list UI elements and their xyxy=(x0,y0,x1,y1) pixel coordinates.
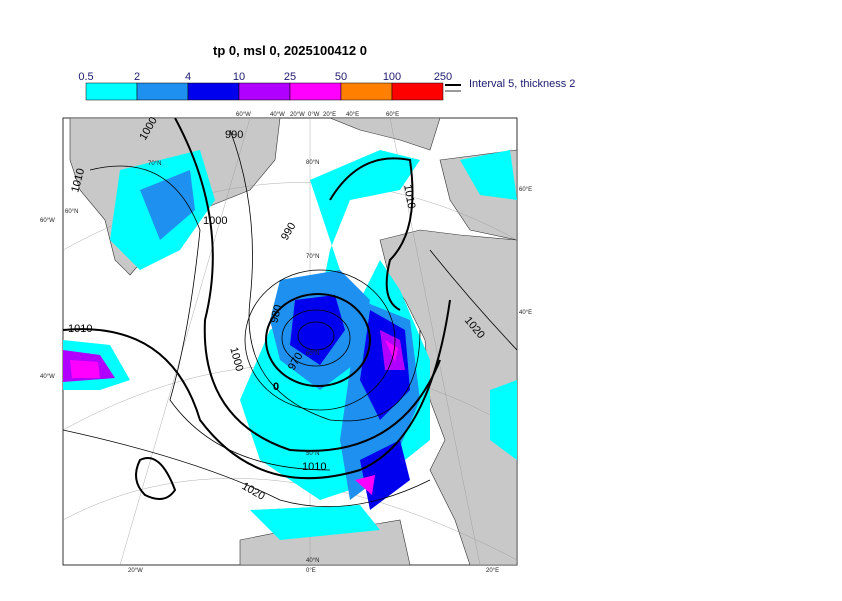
colorbar-swatch xyxy=(85,82,138,101)
contour-label: 980 xyxy=(268,304,284,325)
colorbar: 0.5 2 4 10 25 50 100 250 xyxy=(78,71,452,101)
title: tp 0, msl 0, 2025100412 0 xyxy=(213,43,367,58)
colorbar-tick-label: 4 xyxy=(185,71,191,83)
lon-label: 0°W xyxy=(308,112,320,118)
colorbar-swatch xyxy=(340,82,393,101)
arctic-land xyxy=(329,118,441,151)
lon-label: 60°W xyxy=(40,218,55,224)
colorbar-swatch xyxy=(391,82,444,101)
lon-label: 40°E xyxy=(519,310,532,316)
colorbar-swatch xyxy=(187,82,240,101)
contour-label: 0 xyxy=(273,381,279,393)
lon-label: 60°E xyxy=(519,187,532,193)
contour-label: 990 xyxy=(225,129,243,141)
colorbar-swatch xyxy=(238,82,291,101)
colorbar-tick-label: 0.5 xyxy=(78,71,93,83)
lon-label: 60°E xyxy=(386,112,399,118)
lat-label: 40°N xyxy=(306,558,319,564)
contour-label: 1000 xyxy=(203,215,227,227)
europe xyxy=(379,229,517,565)
lat-label: 70°N xyxy=(306,254,319,260)
lon-label: 40°W xyxy=(270,112,285,118)
lat-label: 80°N xyxy=(306,160,319,166)
contour-label: 1010 xyxy=(68,323,92,335)
lon-label: 40°E xyxy=(346,112,359,118)
colorbar-tick-label: 10 xyxy=(233,71,245,83)
colorbar-tick-label: 250 xyxy=(434,71,452,83)
map xyxy=(63,118,517,565)
lat-label: 60°N xyxy=(65,209,78,215)
lon-label: 60°W xyxy=(236,112,251,118)
lon-label: 20°W xyxy=(290,112,305,118)
colorbar-tick-label: 2 xyxy=(134,71,140,83)
lat-label: 70°N xyxy=(148,161,161,167)
lon-label: 20°W xyxy=(128,568,143,574)
contour-label: 1010 xyxy=(302,461,326,473)
lat-label: 60°N xyxy=(306,351,319,357)
colorbar-tick-label: 50 xyxy=(335,71,347,83)
lat-label: 50°N xyxy=(306,451,319,457)
lon-label: 40°W xyxy=(40,374,55,380)
colorbar-swatch xyxy=(289,82,342,101)
lon-label: 0°E xyxy=(306,568,316,574)
isobars xyxy=(63,118,517,508)
colorbar-tick-label: 100 xyxy=(383,71,401,83)
graticule-labels: 60°W 40°W 20°W 0°W 20°E 40°E 60°E 60°E 4… xyxy=(40,112,532,574)
colorbar-tick-label: 25 xyxy=(284,71,296,83)
precipitation xyxy=(63,150,517,540)
lon-label: 20°E xyxy=(323,112,336,118)
colorbar-swatch xyxy=(136,82,189,101)
legend-text: Interval 5, thickness 2 xyxy=(469,78,575,90)
lon-label: 20°E xyxy=(486,568,499,574)
contour-label: 1010 xyxy=(401,184,417,210)
